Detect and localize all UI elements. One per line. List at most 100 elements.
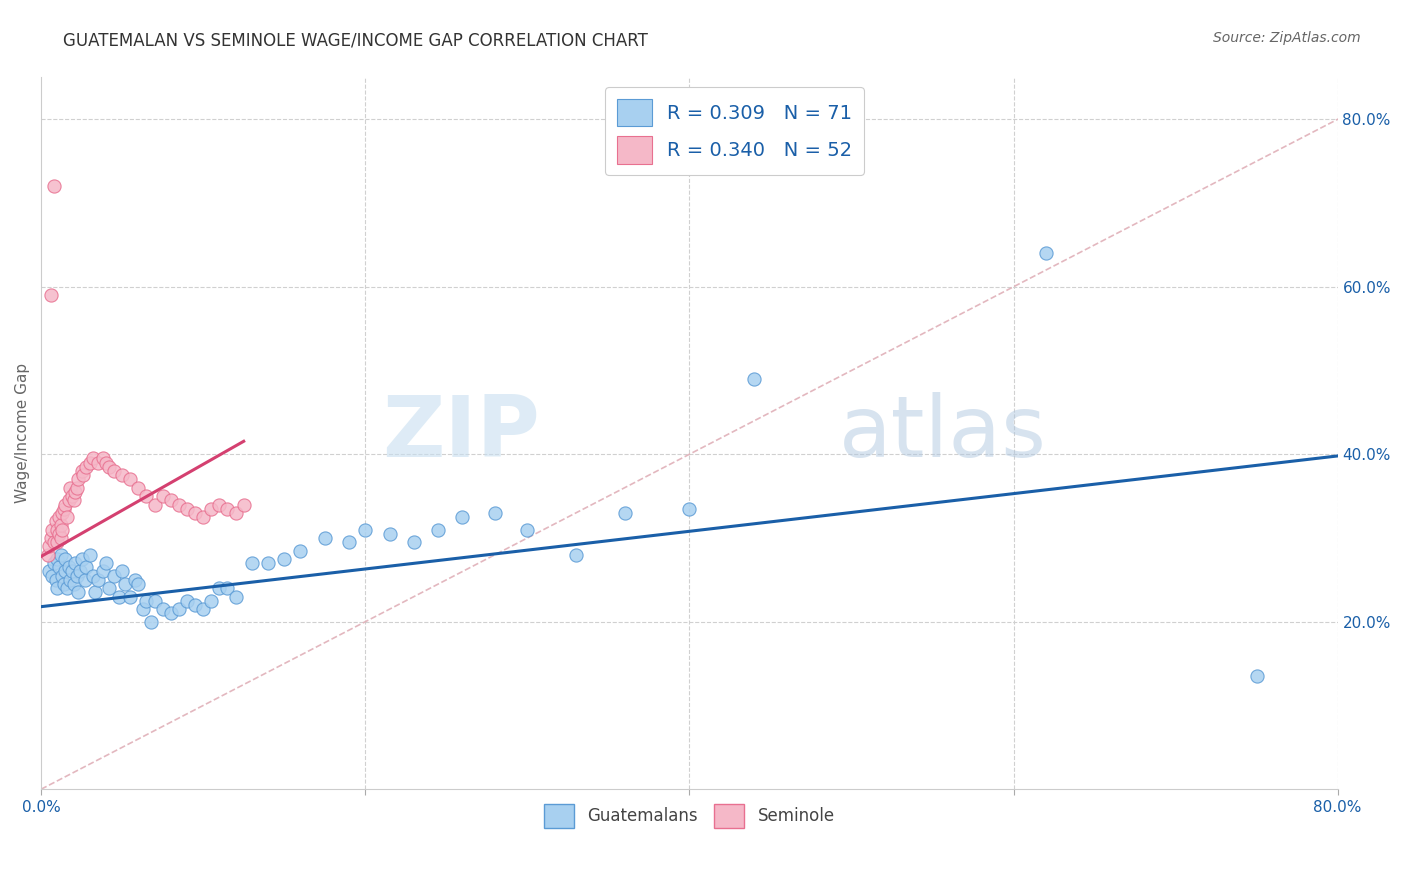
Point: [159, 607, 181, 621]
Point: [217, 501, 239, 516]
Point: [290, 543, 312, 558]
Point: [70, 552, 93, 566]
Point: [1035, 246, 1057, 260]
Point: [193, 510, 215, 524]
Point: [46, 523, 69, 537]
Text: atlas: atlas: [838, 392, 1046, 475]
Point: [127, 577, 149, 591]
Point: [55, 498, 77, 512]
Point: [37, 548, 59, 562]
Point: [87, 456, 110, 470]
Point: [135, 489, 157, 503]
Point: [38, 540, 60, 554]
Legend: Guatemalans, Seminole: Guatemalans, Seminole: [537, 797, 842, 834]
Y-axis label: Wage/Income Gap: Wage/Income Gap: [15, 363, 30, 503]
Point: [76, 459, 98, 474]
Point: [66, 568, 89, 582]
Point: [87, 573, 110, 587]
Point: [82, 568, 104, 582]
Point: [58, 493, 80, 508]
Point: [451, 510, 474, 524]
Point: [314, 531, 336, 545]
Text: ZIP: ZIP: [382, 392, 540, 475]
Point: [1246, 669, 1268, 683]
Point: [337, 535, 360, 549]
Point: [678, 501, 700, 516]
Point: [72, 468, 94, 483]
Point: [217, 581, 239, 595]
Point: [152, 602, 174, 616]
Point: [516, 523, 538, 537]
Point: [45, 573, 67, 587]
Point: [111, 565, 134, 579]
Point: [427, 523, 450, 537]
Point: [176, 594, 198, 608]
Point: [48, 526, 70, 541]
Point: [56, 581, 79, 595]
Point: [69, 565, 91, 579]
Point: [38, 565, 60, 579]
Point: [39, 531, 62, 545]
Point: [79, 456, 101, 470]
Point: [41, 568, 63, 582]
Point: [52, 577, 75, 591]
Point: [94, 456, 117, 470]
Point: [60, 565, 83, 579]
Point: [159, 493, 181, 508]
Point: [82, 451, 104, 466]
Point: [46, 535, 69, 549]
Point: [167, 498, 190, 512]
Point: [232, 498, 254, 512]
Point: [67, 585, 90, 599]
Point: [200, 594, 222, 608]
Point: [51, 568, 73, 582]
Point: [79, 548, 101, 562]
Point: [48, 510, 70, 524]
Point: [58, 560, 80, 574]
Point: [42, 556, 65, 570]
Point: [62, 493, 84, 508]
Point: [273, 552, 295, 566]
Point: [402, 535, 425, 549]
Point: [225, 506, 247, 520]
Point: [62, 577, 84, 591]
Point: [378, 526, 401, 541]
Point: [565, 548, 588, 562]
Point: [55, 552, 77, 566]
Point: [103, 464, 125, 478]
Point: [108, 590, 131, 604]
Point: [67, 472, 90, 486]
Point: [132, 602, 155, 616]
Point: [41, 523, 63, 537]
Point: [143, 594, 166, 608]
Point: [240, 556, 263, 570]
Point: [83, 585, 105, 599]
Point: [184, 506, 207, 520]
Point: [46, 552, 69, 566]
Point: [193, 602, 215, 616]
Point: [141, 615, 163, 629]
Point: [73, 573, 96, 587]
Point: [143, 498, 166, 512]
Point: [257, 556, 280, 570]
Point: [42, 535, 65, 549]
Point: [127, 481, 149, 495]
Point: [49, 518, 72, 533]
Point: [114, 577, 136, 591]
Point: [39, 288, 62, 302]
Point: [59, 573, 82, 587]
Point: [51, 523, 73, 537]
Point: [152, 489, 174, 503]
Point: [51, 506, 73, 520]
Point: [120, 590, 142, 604]
Point: [176, 501, 198, 516]
Point: [59, 481, 82, 495]
Point: [111, 468, 134, 483]
Point: [63, 485, 86, 500]
Point: [46, 581, 69, 595]
Point: [63, 556, 86, 570]
Point: [56, 510, 79, 524]
Point: [208, 581, 231, 595]
Point: [167, 602, 190, 616]
Point: [91, 451, 114, 466]
